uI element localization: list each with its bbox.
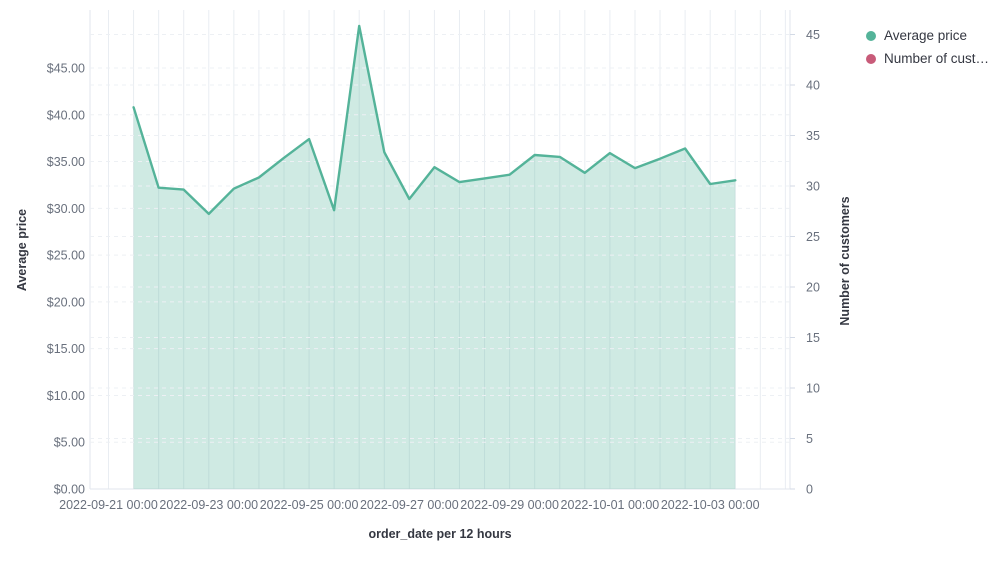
- left-tick-label: $10.00: [47, 389, 85, 403]
- x-tick-label: 2022-10-03 00:00: [661, 498, 760, 512]
- right-axis-ticks: [790, 34, 795, 490]
- left-axis-tick-labels: $0.00 $5.00 $10.00 $15.00 $20.00 $25.00 $30.00…: [47, 61, 85, 496]
- x-tick-label: 2022-09-25 00:00: [260, 498, 359, 512]
- right-tick-label: 10: [806, 382, 820, 396]
- x-axis-title: order_date per 12 hours: [368, 527, 511, 541]
- left-tick-label: $40.00: [47, 108, 85, 122]
- legend-item-average-price[interactable]: Average price: [866, 24, 989, 47]
- right-tick-label: 30: [806, 180, 820, 194]
- left-axis-title: Average price: [15, 209, 29, 291]
- left-tick-label: $25.00: [47, 249, 85, 263]
- left-tick-label: $5.00: [54, 436, 85, 450]
- x-tick-label: 2022-10-01 00:00: [561, 498, 660, 512]
- x-tick-label: 2022-09-29 00:00: [460, 498, 559, 512]
- vertical-gridlines: [89, 10, 791, 490]
- right-tick-label: 40: [806, 79, 820, 93]
- left-tick-label: $15.00: [47, 342, 85, 356]
- x-axis-tick-labels: 2022-09-21 00:00 2022-09-23 00:00 2022-09-…: [59, 498, 759, 512]
- right-axis-title: Number of customers: [838, 196, 852, 325]
- left-tick-label: $0.00: [54, 483, 85, 497]
- series-color-dot: [866, 30, 876, 41]
- series-color-dot: [866, 53, 876, 64]
- average-price-area: [133, 25, 736, 490]
- left-tick-label: $35.00: [47, 155, 85, 169]
- right-tick-label: 25: [806, 230, 820, 244]
- average-price-line: [132, 24, 737, 216]
- right-tick-label: 45: [806, 28, 820, 42]
- right-tick-label: 15: [806, 331, 820, 345]
- left-tick-label: $30.00: [47, 202, 85, 216]
- legend-item-number-of-customers[interactable]: Number of cust…: [866, 47, 989, 70]
- right-tick-label: 5: [806, 432, 813, 446]
- right-tick-label: 35: [806, 129, 820, 143]
- legend-label: Average price: [884, 28, 968, 43]
- left-tick-label: $20.00: [47, 295, 85, 309]
- x-tick-label: 2022-09-27 00:00: [360, 498, 459, 512]
- x-tick-label: 2022-09-23 00:00: [159, 498, 258, 512]
- legend-label: Number of cust…: [884, 51, 990, 66]
- x-tick-label: 2022-09-21 00:00: [59, 498, 158, 512]
- right-tick-label: 20: [806, 281, 820, 295]
- legend: Average price Number of cust…: [866, 24, 989, 70]
- left-tick-label: $45.00: [47, 61, 85, 75]
- right-axis-tick-labels: 0 5 10 15 20 25 30 35 40 45: [806, 28, 820, 497]
- right-tick-label: 0: [806, 483, 813, 497]
